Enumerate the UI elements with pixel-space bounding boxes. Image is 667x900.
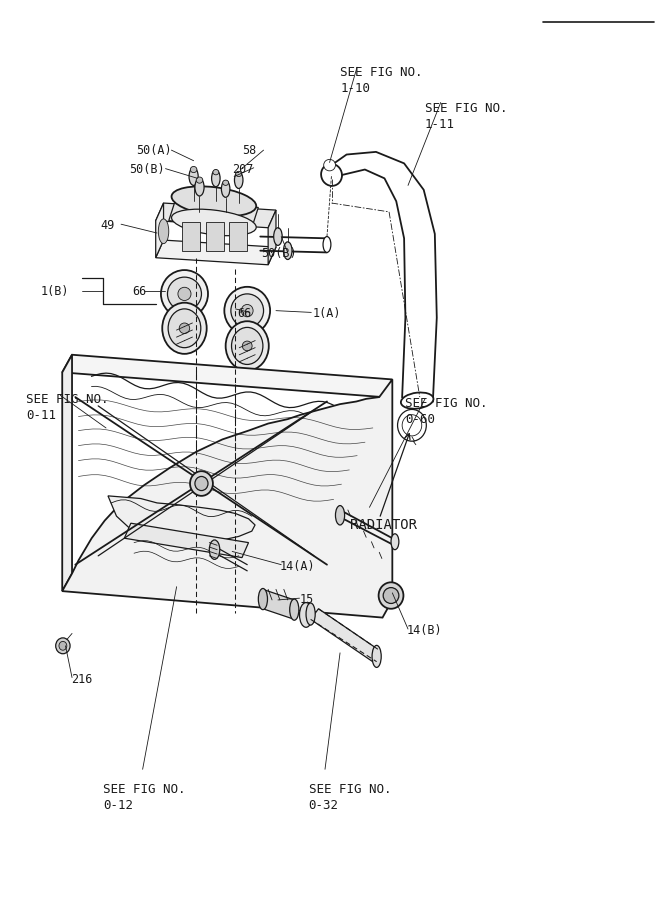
Ellipse shape bbox=[402, 415, 422, 436]
Polygon shape bbox=[108, 496, 255, 543]
Ellipse shape bbox=[195, 178, 204, 196]
Ellipse shape bbox=[56, 638, 70, 653]
Ellipse shape bbox=[209, 540, 219, 560]
Polygon shape bbox=[155, 203, 276, 228]
Polygon shape bbox=[62, 355, 392, 397]
Text: 50(B): 50(B) bbox=[129, 163, 165, 176]
Ellipse shape bbox=[211, 170, 220, 186]
Ellipse shape bbox=[195, 476, 208, 491]
Text: 14(B): 14(B) bbox=[407, 625, 442, 637]
Ellipse shape bbox=[221, 181, 230, 197]
Ellipse shape bbox=[235, 172, 243, 188]
Polygon shape bbox=[268, 210, 276, 265]
Ellipse shape bbox=[372, 645, 382, 668]
Polygon shape bbox=[169, 201, 258, 228]
Ellipse shape bbox=[224, 287, 270, 335]
Ellipse shape bbox=[59, 642, 67, 650]
Ellipse shape bbox=[178, 287, 191, 301]
Ellipse shape bbox=[189, 167, 198, 185]
Ellipse shape bbox=[283, 242, 292, 259]
Ellipse shape bbox=[231, 294, 263, 328]
Text: SEE FIG NO.
0-11: SEE FIG NO. 0-11 bbox=[26, 392, 109, 422]
Text: 50(A): 50(A) bbox=[136, 144, 171, 157]
Text: RADIATOR: RADIATOR bbox=[350, 518, 417, 532]
Text: 49: 49 bbox=[100, 219, 115, 231]
Ellipse shape bbox=[196, 177, 203, 184]
Ellipse shape bbox=[223, 180, 229, 185]
Text: SEE FIG NO.
1-11: SEE FIG NO. 1-11 bbox=[425, 102, 508, 130]
Polygon shape bbox=[62, 355, 72, 591]
Ellipse shape bbox=[158, 219, 169, 244]
Text: 15: 15 bbox=[299, 593, 313, 607]
Ellipse shape bbox=[179, 323, 189, 334]
Polygon shape bbox=[62, 380, 392, 617]
Ellipse shape bbox=[161, 270, 208, 318]
Ellipse shape bbox=[383, 588, 399, 604]
Ellipse shape bbox=[241, 304, 253, 317]
Ellipse shape bbox=[171, 186, 256, 216]
Polygon shape bbox=[263, 590, 294, 619]
Ellipse shape bbox=[242, 341, 252, 351]
Text: 216: 216 bbox=[71, 673, 92, 686]
Ellipse shape bbox=[321, 164, 342, 186]
Ellipse shape bbox=[289, 599, 299, 620]
Ellipse shape bbox=[398, 410, 426, 441]
Text: 66: 66 bbox=[237, 307, 251, 320]
Polygon shape bbox=[155, 203, 163, 257]
Bar bbox=[229, 222, 247, 251]
Polygon shape bbox=[311, 608, 381, 662]
Ellipse shape bbox=[299, 603, 313, 627]
Text: 207: 207 bbox=[232, 163, 253, 176]
Ellipse shape bbox=[306, 603, 315, 625]
Ellipse shape bbox=[168, 309, 201, 347]
Ellipse shape bbox=[190, 166, 197, 173]
Bar bbox=[182, 222, 200, 251]
Text: SEE FIG NO.
0-12: SEE FIG NO. 0-12 bbox=[103, 783, 186, 813]
Polygon shape bbox=[124, 523, 249, 558]
Ellipse shape bbox=[258, 589, 267, 609]
Text: 1(A): 1(A) bbox=[313, 307, 341, 320]
Ellipse shape bbox=[171, 209, 256, 236]
Ellipse shape bbox=[273, 228, 282, 246]
Ellipse shape bbox=[336, 506, 345, 525]
Ellipse shape bbox=[167, 277, 201, 310]
Ellipse shape bbox=[323, 159, 336, 171]
Text: 58: 58 bbox=[242, 144, 256, 157]
Text: SEE FIG NO.
0-60: SEE FIG NO. 0-60 bbox=[406, 397, 488, 426]
Ellipse shape bbox=[235, 171, 241, 176]
Text: 14(A): 14(A) bbox=[280, 560, 315, 573]
Ellipse shape bbox=[323, 237, 331, 252]
Ellipse shape bbox=[190, 472, 213, 496]
Ellipse shape bbox=[379, 582, 404, 608]
Text: 66: 66 bbox=[132, 284, 147, 298]
Bar bbox=[206, 222, 224, 251]
Ellipse shape bbox=[162, 302, 207, 354]
Ellipse shape bbox=[213, 169, 219, 175]
Ellipse shape bbox=[225, 321, 269, 371]
Ellipse shape bbox=[231, 328, 263, 364]
Text: 1(B): 1(B) bbox=[41, 284, 69, 298]
Polygon shape bbox=[155, 240, 276, 265]
Text: SEE FIG NO.
1-10: SEE FIG NO. 1-10 bbox=[340, 67, 422, 95]
Ellipse shape bbox=[401, 392, 434, 409]
Text: 50(B): 50(B) bbox=[261, 247, 297, 260]
Ellipse shape bbox=[391, 534, 399, 550]
Text: SEE FIG NO.
0-32: SEE FIG NO. 0-32 bbox=[309, 783, 391, 813]
